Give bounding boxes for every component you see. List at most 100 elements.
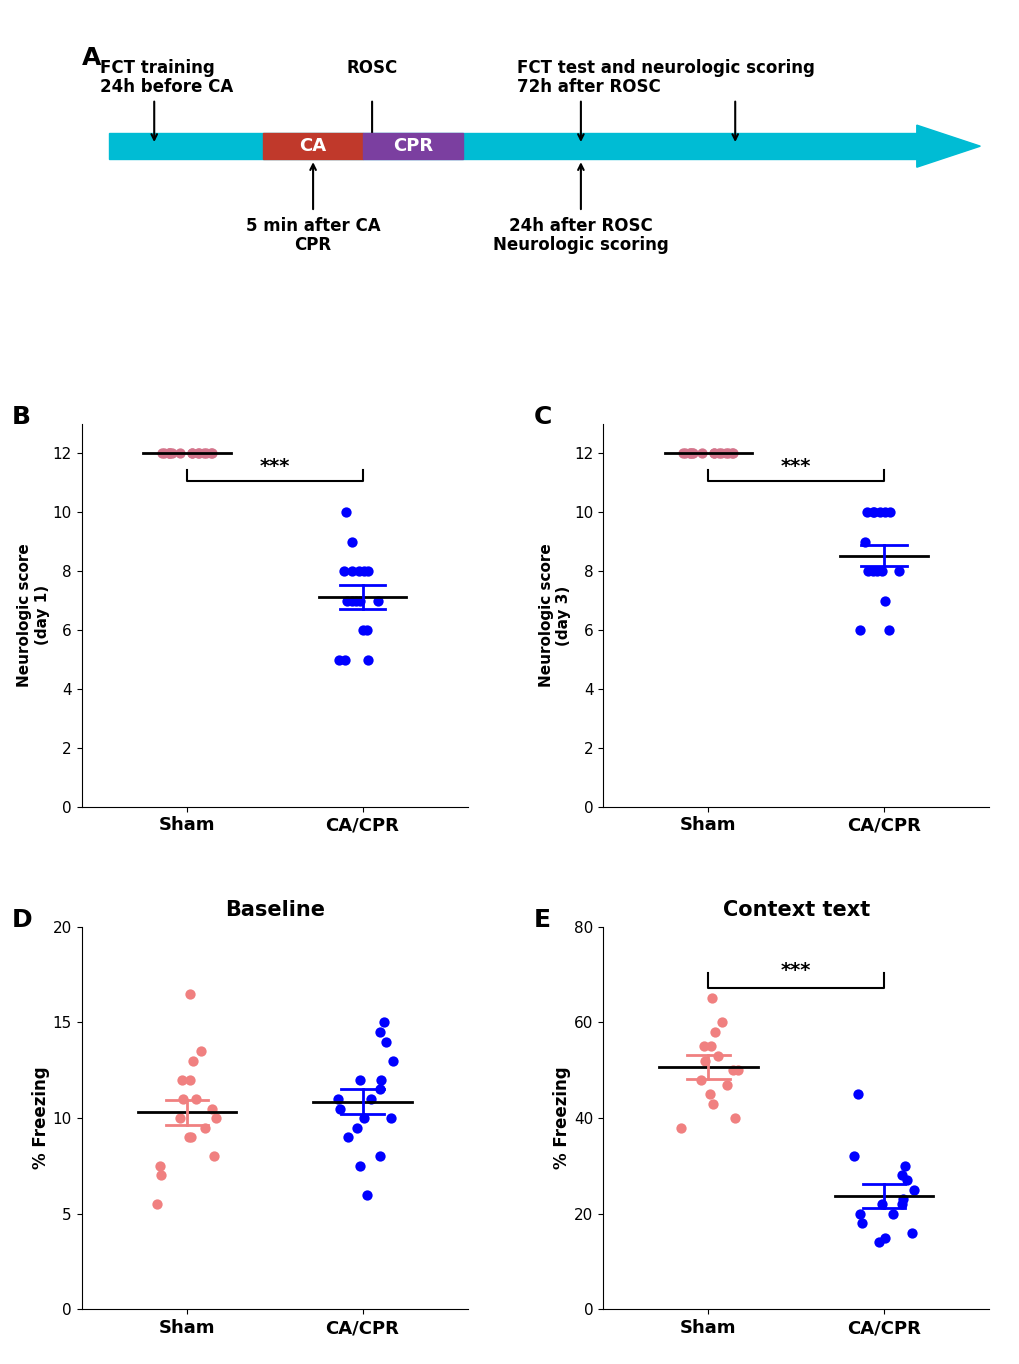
Text: FCT test and neurologic scoring: FCT test and neurologic scoring (517, 60, 814, 78)
Point (713, 1012, 730, 1034)
Point (193, 1041, 209, 1063)
Point (154, 442, 170, 464)
Point (347, 589, 364, 611)
Point (696, 1050, 712, 1072)
Point (363, 1088, 379, 1110)
Point (198, 442, 214, 464)
Point (149, 1194, 165, 1215)
Point (845, 1146, 861, 1168)
Point (893, 1194, 909, 1215)
Point (879, 619, 896, 641)
Point (372, 1079, 388, 1101)
Point (330, 649, 346, 671)
Point (373, 1069, 389, 1091)
Point (880, 502, 897, 524)
Point (675, 442, 691, 464)
Bar (263, 134, 363, 160)
Point (703, 988, 719, 1009)
Point (903, 1222, 919, 1244)
Point (858, 502, 874, 524)
Point (171, 1108, 187, 1129)
Point (868, 561, 884, 582)
Point (865, 502, 881, 524)
Point (729, 1060, 745, 1082)
Text: ***: *** (781, 962, 811, 981)
Point (682, 442, 698, 464)
Text: A: A (82, 46, 101, 70)
Point (693, 442, 709, 464)
Point (685, 442, 701, 464)
Point (718, 442, 735, 464)
Point (338, 589, 355, 611)
Point (849, 1083, 865, 1105)
Point (174, 1088, 191, 1110)
Point (359, 619, 375, 641)
Bar (109, 134, 916, 160)
Text: FCT training: FCT training (100, 60, 214, 78)
Point (384, 1050, 400, 1072)
Point (372, 1022, 388, 1043)
Point (702, 1035, 718, 1057)
Point (191, 442, 207, 464)
Point (893, 1165, 909, 1187)
Title: Context text: Context text (721, 900, 869, 919)
Title: Baseline: Baseline (224, 900, 324, 919)
Point (851, 619, 867, 641)
Y-axis label: Neurologic score
(day 1): Neurologic score (day 1) (17, 543, 50, 687)
Point (185, 1050, 202, 1072)
Point (683, 442, 699, 464)
Point (853, 1213, 869, 1234)
Point (360, 649, 376, 671)
Point (351, 561, 367, 582)
Point (695, 1035, 711, 1057)
Point (706, 1022, 722, 1043)
Point (869, 1232, 886, 1254)
Point (163, 442, 179, 464)
Point (723, 442, 740, 464)
Point (883, 1203, 900, 1225)
Point (356, 561, 372, 582)
Point (204, 442, 220, 464)
Point (896, 1155, 912, 1177)
Point (184, 442, 201, 464)
Y-axis label: % Freezing: % Freezing (32, 1067, 50, 1169)
Point (725, 1060, 741, 1082)
Text: ROSC: ROSC (346, 60, 397, 78)
Bar (363, 134, 463, 160)
Text: 5 min after CA: 5 min after CA (246, 217, 380, 235)
Text: CPR: CPR (392, 138, 433, 155)
Point (377, 1031, 393, 1053)
Point (718, 1073, 735, 1095)
Point (343, 589, 360, 611)
Text: E: E (533, 907, 550, 932)
Point (899, 1169, 915, 1191)
Text: 24h after ROSC: 24h after ROSC (508, 217, 652, 235)
Text: ***: *** (781, 457, 811, 476)
Y-axis label: Neurologic score
(day 3): Neurologic score (day 3) (538, 543, 571, 687)
Point (851, 1203, 867, 1225)
Text: 24h before CA: 24h before CA (100, 78, 232, 95)
Point (337, 502, 354, 524)
Point (725, 442, 741, 464)
Point (856, 531, 872, 552)
Text: 72h after ROSC: 72h after ROSC (517, 78, 660, 95)
Point (872, 1194, 889, 1215)
Point (382, 1108, 398, 1129)
Text: ***: *** (259, 457, 289, 476)
Point (859, 561, 875, 582)
Point (894, 1188, 910, 1210)
Point (348, 1117, 365, 1139)
Point (203, 442, 219, 464)
Point (369, 589, 385, 611)
Point (709, 1045, 726, 1067)
Point (864, 502, 880, 524)
Point (352, 1155, 368, 1177)
Point (355, 619, 371, 641)
Point (864, 561, 880, 582)
Point (710, 442, 727, 464)
Point (161, 442, 177, 464)
Point (705, 442, 721, 464)
Point (190, 442, 206, 464)
Text: D: D (12, 907, 33, 932)
Point (727, 1108, 743, 1129)
